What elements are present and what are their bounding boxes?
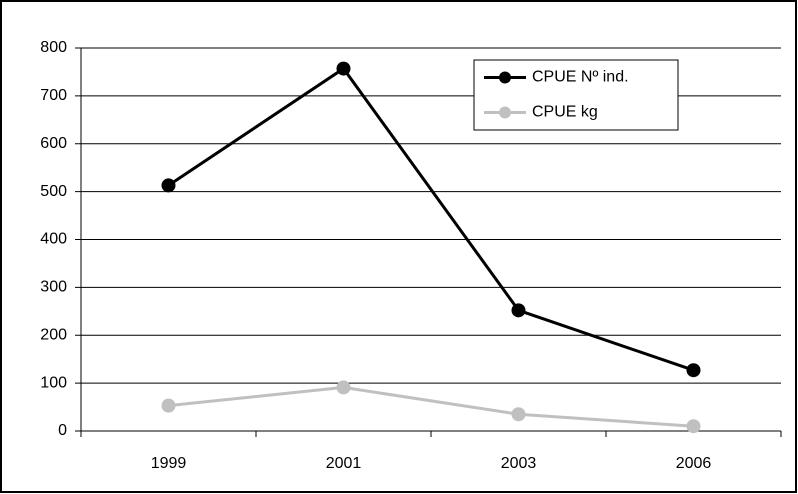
data-point xyxy=(686,419,701,434)
y-tick-label: 0 xyxy=(58,422,67,439)
legend-box xyxy=(473,59,679,131)
data-point xyxy=(336,61,351,76)
legend-marker xyxy=(499,106,511,119)
data-point xyxy=(336,380,351,395)
series-line xyxy=(167,66,694,372)
legend-marker xyxy=(499,71,511,84)
y-tick-label: 500 xyxy=(40,183,67,200)
legend-label: CPUE kg xyxy=(532,104,598,121)
legend-label: CPUE Nº ind. xyxy=(532,69,629,86)
y-tick-label: 100 xyxy=(40,374,67,391)
data-point xyxy=(161,398,176,413)
x-tick-label: 2001 xyxy=(326,455,362,472)
series-line xyxy=(168,385,694,428)
data-point xyxy=(511,407,526,422)
y-tick-label: 300 xyxy=(40,279,67,296)
data-point xyxy=(511,303,526,318)
data-point xyxy=(686,363,701,378)
y-tick-label: 600 xyxy=(40,135,67,152)
x-tick-label: 1999 xyxy=(151,455,187,472)
y-tick-label: 400 xyxy=(40,231,67,248)
y-tick-label: 800 xyxy=(40,39,67,56)
y-tick-label: 700 xyxy=(40,87,67,104)
data-point xyxy=(161,178,176,193)
x-tick-label: 2006 xyxy=(676,455,712,472)
x-tick-label: 2003 xyxy=(501,455,537,472)
y-tick-label: 200 xyxy=(40,326,67,343)
